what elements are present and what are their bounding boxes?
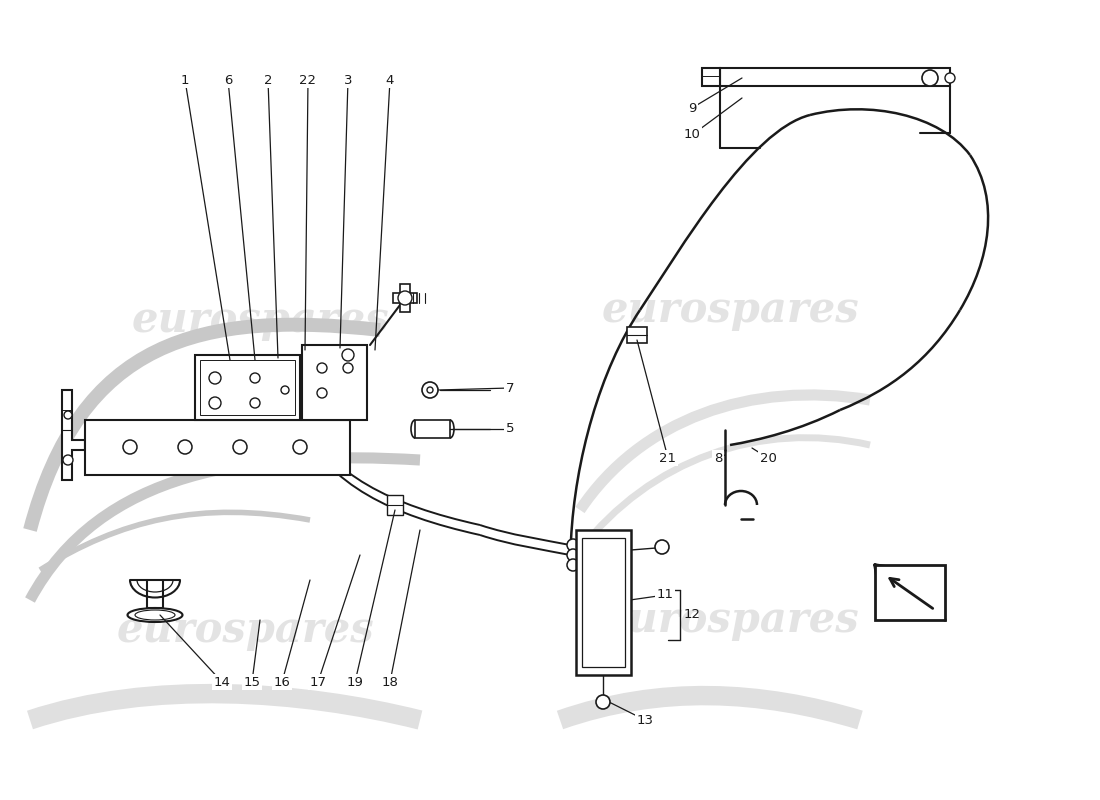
Text: 16: 16 xyxy=(274,675,290,689)
Circle shape xyxy=(209,397,221,409)
Circle shape xyxy=(209,372,221,384)
Text: 5: 5 xyxy=(506,422,515,435)
Bar xyxy=(576,530,631,675)
Text: 6: 6 xyxy=(223,74,232,86)
Circle shape xyxy=(123,440,138,454)
Circle shape xyxy=(398,291,412,305)
Text: 17: 17 xyxy=(309,675,327,689)
Text: 1: 1 xyxy=(180,74,189,86)
Circle shape xyxy=(280,386,289,394)
Text: 18: 18 xyxy=(382,675,398,689)
Text: 5: 5 xyxy=(506,422,515,435)
Circle shape xyxy=(922,70,938,86)
Circle shape xyxy=(422,382,438,398)
Circle shape xyxy=(317,363,327,373)
Circle shape xyxy=(317,388,327,398)
Circle shape xyxy=(63,455,73,465)
Bar xyxy=(200,360,295,415)
Polygon shape xyxy=(62,390,85,480)
Polygon shape xyxy=(702,68,721,86)
Circle shape xyxy=(654,540,669,554)
Bar xyxy=(85,420,350,475)
Text: 21: 21 xyxy=(660,451,676,465)
Bar xyxy=(720,68,950,86)
Circle shape xyxy=(250,373,260,383)
Text: 14: 14 xyxy=(213,675,230,689)
Ellipse shape xyxy=(128,608,183,622)
Circle shape xyxy=(596,695,611,709)
Text: eurospares: eurospares xyxy=(117,609,374,651)
Text: 12: 12 xyxy=(684,609,701,622)
Polygon shape xyxy=(387,495,403,515)
Text: 7: 7 xyxy=(506,383,515,397)
Circle shape xyxy=(293,440,307,454)
Circle shape xyxy=(945,73,955,83)
Circle shape xyxy=(566,539,579,551)
Text: 9: 9 xyxy=(688,102,696,114)
Text: 22: 22 xyxy=(299,74,317,86)
Circle shape xyxy=(566,559,579,571)
Circle shape xyxy=(427,387,433,393)
Text: 3: 3 xyxy=(343,74,352,86)
Circle shape xyxy=(342,349,354,361)
Text: 13: 13 xyxy=(637,714,653,726)
Text: eurospares: eurospares xyxy=(602,289,859,331)
Circle shape xyxy=(178,440,192,454)
Bar xyxy=(302,345,367,420)
Circle shape xyxy=(566,549,579,561)
Text: 2: 2 xyxy=(264,74,273,86)
Text: 10: 10 xyxy=(683,129,701,142)
Bar xyxy=(582,538,625,667)
Bar xyxy=(874,565,945,620)
Circle shape xyxy=(250,398,260,408)
Bar xyxy=(400,284,410,312)
Text: 8: 8 xyxy=(714,451,723,465)
Text: 4: 4 xyxy=(386,74,394,86)
Text: eurospares: eurospares xyxy=(131,299,388,341)
Bar xyxy=(393,293,417,303)
Circle shape xyxy=(64,411,72,419)
Text: 7: 7 xyxy=(506,382,515,394)
Polygon shape xyxy=(415,420,450,438)
Circle shape xyxy=(343,363,353,373)
Circle shape xyxy=(233,440,248,454)
Text: 20: 20 xyxy=(760,451,777,465)
Text: 19: 19 xyxy=(346,675,363,689)
Text: 15: 15 xyxy=(243,675,261,689)
Ellipse shape xyxy=(135,610,175,620)
Text: 11: 11 xyxy=(657,589,673,602)
Text: eurospares: eurospares xyxy=(602,599,859,641)
Bar xyxy=(195,355,300,420)
Polygon shape xyxy=(627,327,647,343)
